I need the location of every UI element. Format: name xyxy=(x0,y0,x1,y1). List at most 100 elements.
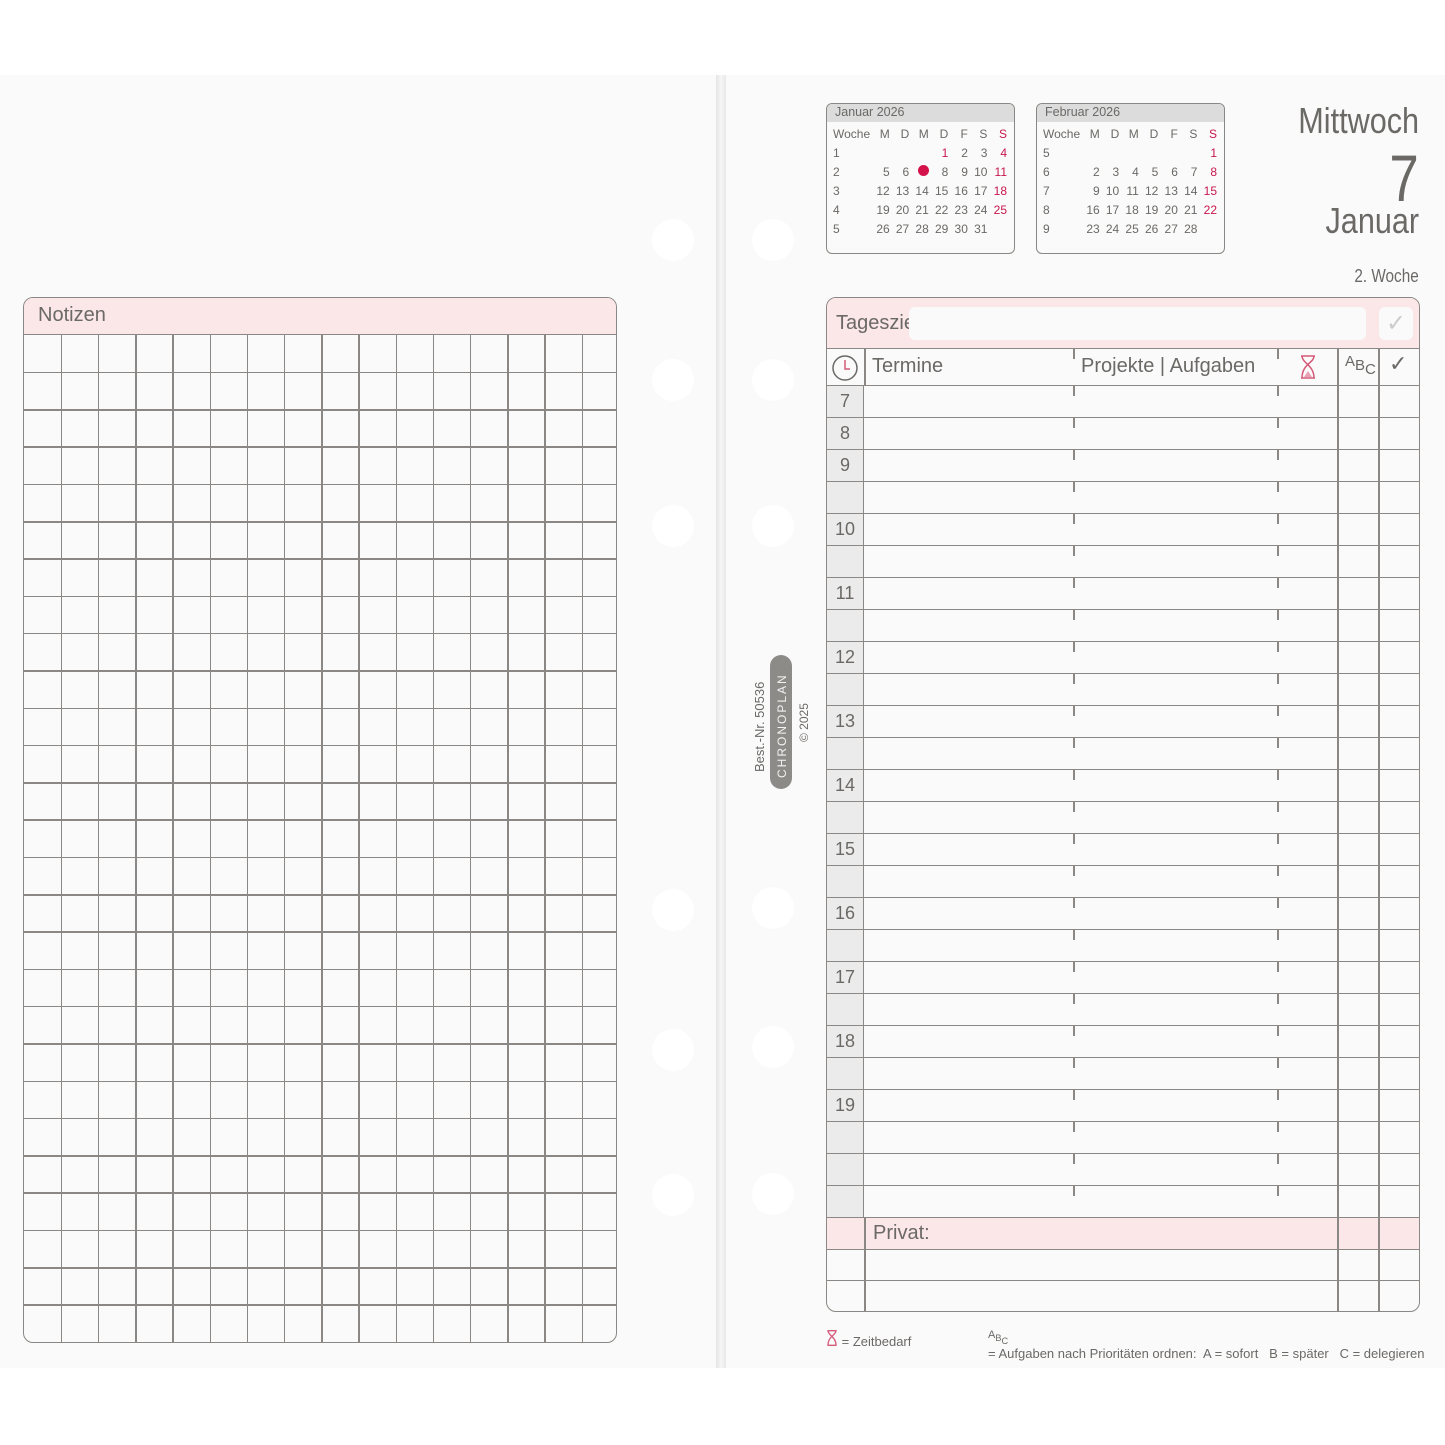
calendar-day[interactable] xyxy=(911,162,931,181)
schedule-row[interactable]: 12 xyxy=(827,642,1419,674)
calendar-day[interactable]: 5 xyxy=(883,164,890,179)
mini-calendar-february: Februar 2026 Woche M D M D F S S 5 1 6 2 3 4 5 6 7 8 7 9 10 1… xyxy=(1036,103,1225,254)
calendar-day[interactable]: 12 xyxy=(1144,183,1159,198)
calendar-day[interactable]: 22 xyxy=(934,202,949,217)
privat-row[interactable]: Privat: xyxy=(827,1218,1419,1250)
calendar-day[interactable]: 26 xyxy=(876,221,890,236)
calendar-day[interactable]: 15 xyxy=(934,183,949,198)
calendar-day[interactable]: 19 xyxy=(1144,202,1159,217)
calendar-day[interactable]: 25 xyxy=(1125,221,1139,236)
schedule-row[interactable]: 10 xyxy=(827,514,1419,546)
calendar-day[interactable]: 29 xyxy=(934,221,949,236)
schedule-row[interactable] xyxy=(827,1186,1419,1218)
calendar-day[interactable]: 19 xyxy=(876,202,890,217)
weekday-header: D xyxy=(1149,126,1159,141)
calendar-day[interactable]: 7 xyxy=(1190,164,1198,179)
mini-calendar-title: Januar 2026 xyxy=(827,104,1014,122)
schedule-row[interactable]: 18 xyxy=(827,1026,1419,1058)
calendar-day[interactable]: 10 xyxy=(974,164,988,179)
schedule-row[interactable] xyxy=(827,1154,1419,1186)
daily-goal-input[interactable] xyxy=(909,307,1366,340)
calendar-day[interactable]: 21 xyxy=(1184,202,1198,217)
calendar-day[interactable]: 26 xyxy=(1144,221,1159,236)
schedule-row[interactable] xyxy=(827,1122,1419,1154)
calendar-day[interactable]: 8 xyxy=(1210,164,1217,179)
private-row[interactable] xyxy=(827,1281,1419,1311)
calendar-day[interactable]: 23 xyxy=(1086,221,1100,236)
schedule-row[interactable] xyxy=(827,930,1419,962)
calendar-day[interactable]: 3 xyxy=(1112,164,1120,179)
schedule-row[interactable] xyxy=(827,738,1419,770)
calendar-day[interactable]: 9 xyxy=(961,164,968,179)
schedule-row[interactable]: 9 xyxy=(827,450,1419,482)
calendar-day[interactable]: 11 xyxy=(1126,183,1139,198)
schedule-row[interactable] xyxy=(827,482,1419,514)
schedule-row[interactable] xyxy=(827,1058,1419,1090)
calendar-day[interactable]: 25 xyxy=(993,202,1007,217)
calendar-day[interactable]: 23 xyxy=(954,202,968,217)
calendar-day[interactable]: 4 xyxy=(1132,164,1139,179)
schedule-row[interactable] xyxy=(827,994,1419,1026)
daily-goal-check-icon[interactable]: ✓ xyxy=(1379,307,1413,340)
calendar-day[interactable]: 14 xyxy=(1184,183,1198,198)
grid-line xyxy=(24,1117,616,1120)
calendar-day[interactable]: 17 xyxy=(974,183,988,198)
calendar-day[interactable]: 6 xyxy=(1171,164,1178,179)
schedule-row[interactable]: 17 xyxy=(827,962,1419,994)
calendar-day[interactable]: 12 xyxy=(876,183,890,198)
schedule-row[interactable] xyxy=(827,610,1419,642)
calendar-day[interactable]: 16 xyxy=(1086,202,1100,217)
calendar-day[interactable]: 20 xyxy=(1164,202,1178,217)
calendar-day[interactable]: 3 xyxy=(980,145,988,160)
calendar-day[interactable]: 2 xyxy=(1093,164,1100,179)
calendar-day[interactable]: 13 xyxy=(1164,183,1178,198)
schedule-row[interactable]: 16 xyxy=(827,898,1419,930)
calendar-day[interactable]: 24 xyxy=(1105,221,1120,236)
calendar-day[interactable]: 6 xyxy=(902,164,910,179)
weekday-header: M xyxy=(879,126,890,141)
schedule-row[interactable]: 13 xyxy=(827,706,1419,738)
schedule-row[interactable]: 15 xyxy=(827,834,1419,866)
calendar-day[interactable]: 9 xyxy=(1093,183,1100,198)
schedule-row[interactable] xyxy=(827,674,1419,706)
schedule-row[interactable]: 7 xyxy=(827,386,1419,418)
calendar-day[interactable]: 15 xyxy=(1203,183,1217,198)
calendar-day[interactable]: 1 xyxy=(941,145,949,160)
calendar-day[interactable]: 18 xyxy=(993,183,1007,198)
calendar-day[interactable]: 30 xyxy=(954,221,968,236)
calendar-day[interactable]: 20 xyxy=(895,202,910,217)
schedule-row[interactable]: 19 xyxy=(827,1090,1419,1122)
calendar-day[interactable]: 24 xyxy=(974,202,988,217)
calendar-day[interactable]: 11 xyxy=(994,164,1007,179)
hour-label xyxy=(827,610,864,641)
calendar-day[interactable]: 28 xyxy=(1184,221,1198,236)
calendar-day[interactable]: 1 xyxy=(1210,145,1217,160)
calendar-day[interactable]: 31 xyxy=(974,221,988,236)
calendar-day[interactable]: 27 xyxy=(1164,221,1178,236)
calendar-day[interactable]: 22 xyxy=(1203,202,1217,217)
calendar-day[interactable]: 2 xyxy=(961,145,968,160)
calendar-day[interactable]: 8 xyxy=(941,164,949,179)
calendar-day[interactable]: 21 xyxy=(915,202,929,217)
schedule-row[interactable]: 11 xyxy=(827,578,1419,610)
calendar-day[interactable]: 27 xyxy=(895,221,910,236)
schedule-row[interactable] xyxy=(827,866,1419,898)
calendar-day[interactable]: 18 xyxy=(1125,202,1139,217)
mini-calendar-january: Januar 2026 Woche M D M D F S S 1 1 2 3 4 2 5 6 8 9 10 11 3 1… xyxy=(826,103,1015,254)
schedule-row[interactable]: 14 xyxy=(827,770,1419,802)
private-row[interactable] xyxy=(827,1249,1419,1281)
calendar-day[interactable]: 14 xyxy=(915,183,929,198)
schedule-row[interactable]: 8 xyxy=(827,418,1419,450)
schedule-header: Termine Projekte | Aufgaben ABC ✓ xyxy=(827,349,1419,386)
calendar-day[interactable]: 4 xyxy=(1000,145,1007,160)
calendar-day[interactable]: 5 xyxy=(1151,164,1159,179)
calendar-day[interactable]: 16 xyxy=(954,183,968,198)
calendar-day[interactable]: 17 xyxy=(1105,202,1120,217)
grid-line xyxy=(24,1304,616,1306)
calendar-day[interactable]: 13 xyxy=(895,183,910,198)
schedule-row[interactable] xyxy=(827,546,1419,578)
calendar-day[interactable]: 28 xyxy=(915,221,929,236)
schedule-row[interactable] xyxy=(827,802,1419,834)
calendar-day[interactable]: 10 xyxy=(1105,183,1120,198)
notes-grid[interactable] xyxy=(24,335,616,1342)
